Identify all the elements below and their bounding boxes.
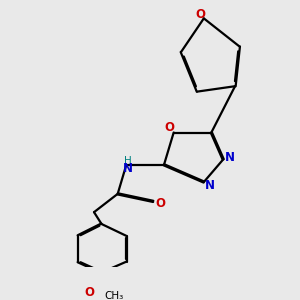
Text: N: N <box>225 151 235 164</box>
Text: N: N <box>123 162 133 175</box>
Text: H: H <box>124 156 132 166</box>
Text: O: O <box>84 286 94 298</box>
Text: CH₃: CH₃ <box>104 291 123 300</box>
Text: O: O <box>196 8 206 21</box>
Text: O: O <box>155 197 165 210</box>
Text: O: O <box>164 122 174 134</box>
Text: N: N <box>205 178 214 191</box>
